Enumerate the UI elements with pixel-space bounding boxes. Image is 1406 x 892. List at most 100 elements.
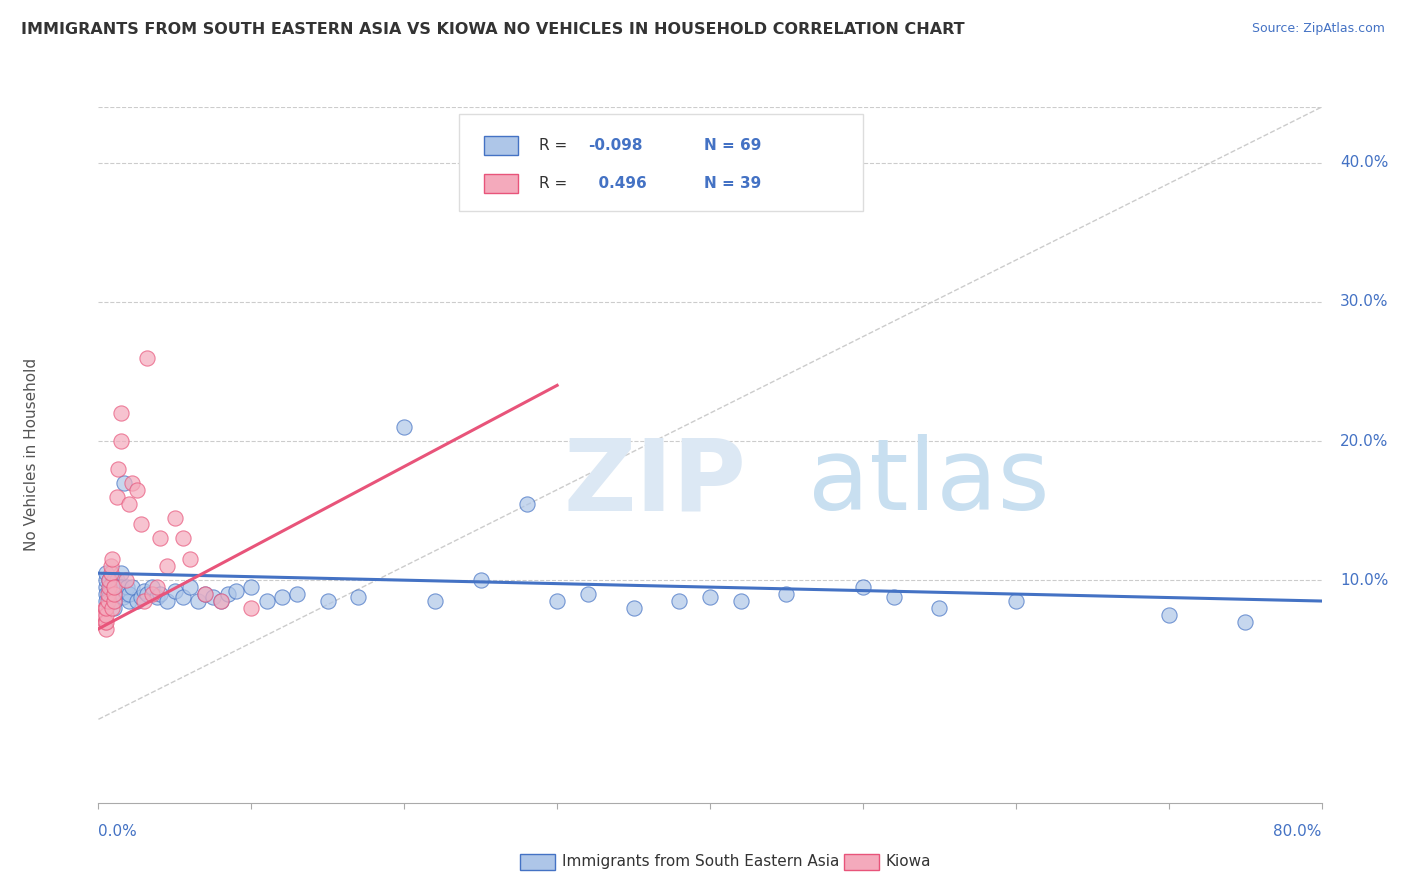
Text: IMMIGRANTS FROM SOUTH EASTERN ASIA VS KIOWA NO VEHICLES IN HOUSEHOLD CORRELATION: IMMIGRANTS FROM SOUTH EASTERN ASIA VS KI…: [21, 22, 965, 37]
Text: N = 39: N = 39: [704, 176, 761, 191]
Point: [576, 587, 599, 601]
Point: [105, 490, 128, 504]
FancyBboxPatch shape: [460, 114, 863, 211]
Point: [125, 483, 148, 497]
Point: [100, 580, 122, 594]
Point: [110, 566, 132, 581]
Text: 0.496: 0.496: [588, 176, 647, 191]
Point: [101, 552, 124, 566]
Point: [852, 580, 875, 594]
Point: [730, 594, 752, 608]
Text: 80.0%: 80.0%: [1274, 823, 1322, 838]
Point: [94, 622, 117, 636]
Point: [93, 615, 115, 629]
Point: [163, 510, 186, 524]
Point: [103, 594, 125, 608]
Point: [141, 587, 163, 601]
Text: Kiowa: Kiowa: [886, 855, 931, 869]
Point: [179, 580, 201, 594]
Point: [103, 601, 125, 615]
Point: [98, 590, 121, 604]
Point: [100, 559, 122, 574]
Point: [1004, 594, 1026, 608]
Point: [94, 594, 117, 608]
Point: [145, 580, 167, 594]
Text: R =: R =: [538, 137, 572, 153]
Point: [97, 594, 120, 608]
Point: [115, 587, 138, 601]
Point: [94, 573, 117, 587]
Point: [118, 497, 141, 511]
FancyBboxPatch shape: [484, 136, 517, 155]
Point: [107, 580, 129, 594]
Point: [156, 594, 179, 608]
Point: [110, 434, 132, 448]
Point: [101, 576, 124, 591]
Point: [100, 566, 122, 581]
Point: [156, 559, 179, 574]
Text: -0.098: -0.098: [588, 137, 643, 153]
Point: [97, 587, 120, 601]
Point: [103, 573, 125, 587]
Point: [149, 532, 172, 546]
Point: [121, 580, 143, 594]
Point: [98, 580, 121, 594]
Point: [225, 584, 247, 599]
Point: [110, 580, 132, 594]
Text: 20.0%: 20.0%: [1340, 434, 1388, 449]
Point: [187, 594, 209, 608]
Point: [101, 601, 124, 615]
Point: [217, 587, 239, 601]
Point: [316, 594, 339, 608]
Point: [392, 420, 416, 434]
Point: [93, 601, 115, 615]
Point: [423, 594, 446, 608]
Point: [94, 607, 117, 622]
Point: [136, 587, 159, 601]
Point: [91, 607, 114, 622]
Point: [117, 580, 139, 594]
Point: [209, 594, 232, 608]
Text: R =: R =: [538, 176, 572, 191]
Point: [103, 587, 125, 601]
Point: [98, 584, 121, 599]
Point: [202, 590, 225, 604]
Point: [883, 590, 905, 604]
Point: [172, 590, 194, 604]
Point: [240, 580, 263, 594]
Point: [94, 580, 117, 594]
Text: No Vehicles in Household: No Vehicles in Household: [24, 359, 38, 551]
Point: [546, 594, 568, 608]
Point: [129, 590, 152, 604]
Point: [121, 475, 143, 490]
Point: [270, 590, 292, 604]
Point: [928, 601, 950, 615]
Point: [1234, 615, 1257, 629]
Point: [111, 590, 134, 604]
Text: atlas: atlas: [808, 434, 1049, 532]
Point: [103, 587, 125, 601]
Point: [775, 587, 797, 601]
Point: [101, 584, 124, 599]
Point: [98, 573, 121, 587]
Point: [194, 587, 217, 601]
Point: [136, 351, 159, 365]
Point: [470, 573, 492, 587]
Text: N = 69: N = 69: [704, 137, 761, 153]
Point: [516, 497, 538, 511]
Point: [145, 590, 167, 604]
Point: [141, 580, 163, 594]
Point: [94, 601, 117, 615]
Point: [623, 601, 645, 615]
Point: [118, 587, 141, 601]
Point: [118, 594, 141, 608]
Point: [100, 594, 122, 608]
Point: [112, 475, 135, 490]
FancyBboxPatch shape: [484, 174, 517, 194]
Point: [256, 594, 278, 608]
Point: [209, 594, 232, 608]
Text: Immigrants from South Eastern Asia: Immigrants from South Eastern Asia: [562, 855, 839, 869]
Text: Source: ZipAtlas.com: Source: ZipAtlas.com: [1251, 22, 1385, 36]
Point: [94, 566, 117, 581]
Point: [94, 615, 117, 629]
